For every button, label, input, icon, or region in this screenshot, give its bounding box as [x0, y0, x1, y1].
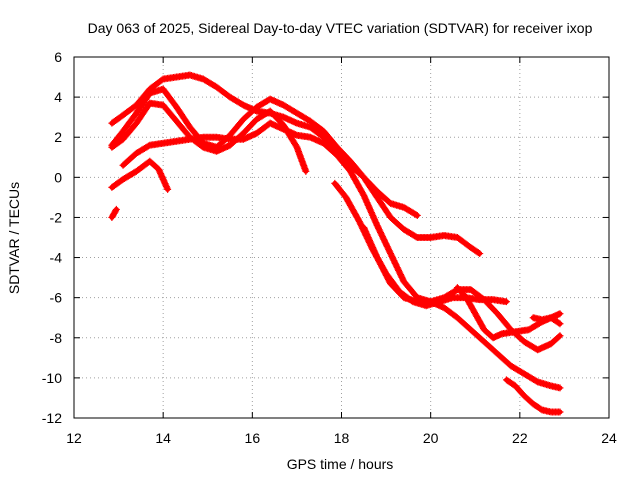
x-tick-label: 18 [334, 430, 350, 446]
data-marks [108, 71, 564, 416]
y-tick-label: 0 [54, 169, 62, 185]
y-tick-label: -6 [50, 290, 63, 306]
data-point-plus [556, 310, 564, 318]
data-point-plus [556, 384, 564, 392]
y-tick-label: -12 [42, 410, 62, 426]
series-track-e [108, 205, 120, 221]
data-point-plus [112, 205, 120, 213]
y-tick-label: 4 [54, 89, 62, 105]
y-axis-label: SDTVAR / TECUs [6, 182, 22, 294]
series-track-h [360, 223, 564, 392]
data-point-plus [502, 298, 510, 306]
x-tick-label: 16 [245, 430, 261, 446]
data-point-plus [163, 184, 171, 192]
x-tick-label: 14 [155, 430, 171, 446]
data-point-plus [412, 211, 420, 219]
plot-border [73, 56, 610, 419]
x-axis-label: GPS time / hours [287, 456, 394, 472]
data-point-plus [413, 211, 421, 219]
y-tick-label: -8 [50, 330, 63, 346]
data-point-plus [556, 408, 564, 416]
data-point-plus [302, 167, 310, 175]
data-point-plus [476, 250, 484, 258]
y-tick-label: -10 [42, 370, 62, 386]
data-point-plus [556, 320, 564, 328]
series-track-d [108, 157, 172, 193]
x-tick-label: 24 [601, 430, 617, 446]
data-point-plus [556, 332, 564, 340]
y-tick-label: -4 [50, 250, 63, 266]
series-track-f [119, 119, 564, 354]
y-tick-label: -2 [50, 209, 63, 225]
y-tick-label: 6 [54, 49, 62, 65]
data-point-plus [555, 333, 563, 341]
data-point-plus [474, 249, 482, 257]
data-point-plus [164, 185, 172, 193]
chart-title: Day 063 of 2025, Sidereal Day-to-day VTE… [88, 20, 593, 36]
x-tick-label: 22 [512, 430, 528, 446]
y-tick-label: 2 [54, 129, 62, 145]
series-track-b [108, 85, 484, 258]
x-tick-label: 12 [66, 430, 82, 446]
series-track-j [502, 376, 564, 416]
data-point-plus [112, 207, 120, 215]
data-point-plus [555, 319, 563, 327]
series-track-k [529, 314, 564, 328]
x-tick-label: 20 [423, 430, 439, 446]
